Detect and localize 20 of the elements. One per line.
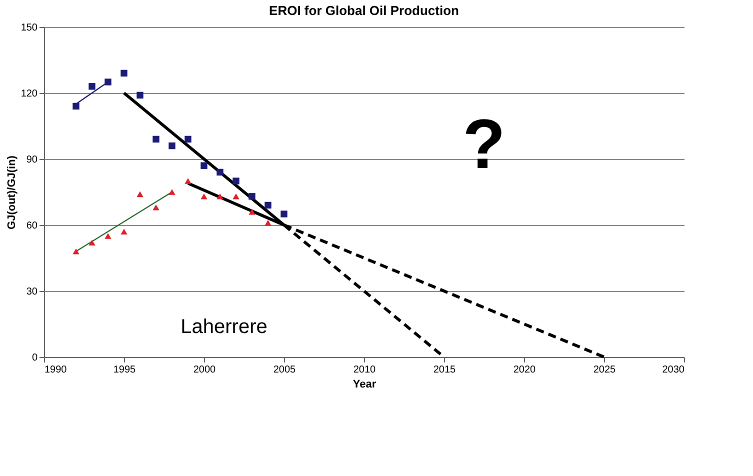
y-axis-title: GJ(out)/GJ(in) xyxy=(6,155,18,230)
y-tick-label: 90 xyxy=(26,154,38,166)
x-tick-label: 1990 xyxy=(44,364,68,376)
x-tick-label: 2030 xyxy=(662,364,685,376)
annotation: Laherrere xyxy=(180,316,268,338)
chart-title: EROI for Global Oil Production xyxy=(269,3,460,18)
x-tick-label: 2005 xyxy=(273,364,296,376)
annotation: ? xyxy=(462,105,506,183)
x-tick-label: 2000 xyxy=(193,364,216,376)
x-tick-label: 2025 xyxy=(593,364,616,376)
x-tick-label: 2010 xyxy=(353,364,376,376)
x-tick-label: 2020 xyxy=(513,364,536,376)
y-tick-label: 0 xyxy=(32,352,38,364)
y-tick-label: 60 xyxy=(26,220,38,232)
y-tick-label: 120 xyxy=(20,88,38,100)
y-tick-label: 150 xyxy=(20,22,38,34)
y-tick-label: 30 xyxy=(26,286,38,298)
x-tick-label: 1995 xyxy=(113,364,136,376)
x-axis-title: Year xyxy=(352,378,377,390)
x-tick-label: 2015 xyxy=(433,364,456,376)
